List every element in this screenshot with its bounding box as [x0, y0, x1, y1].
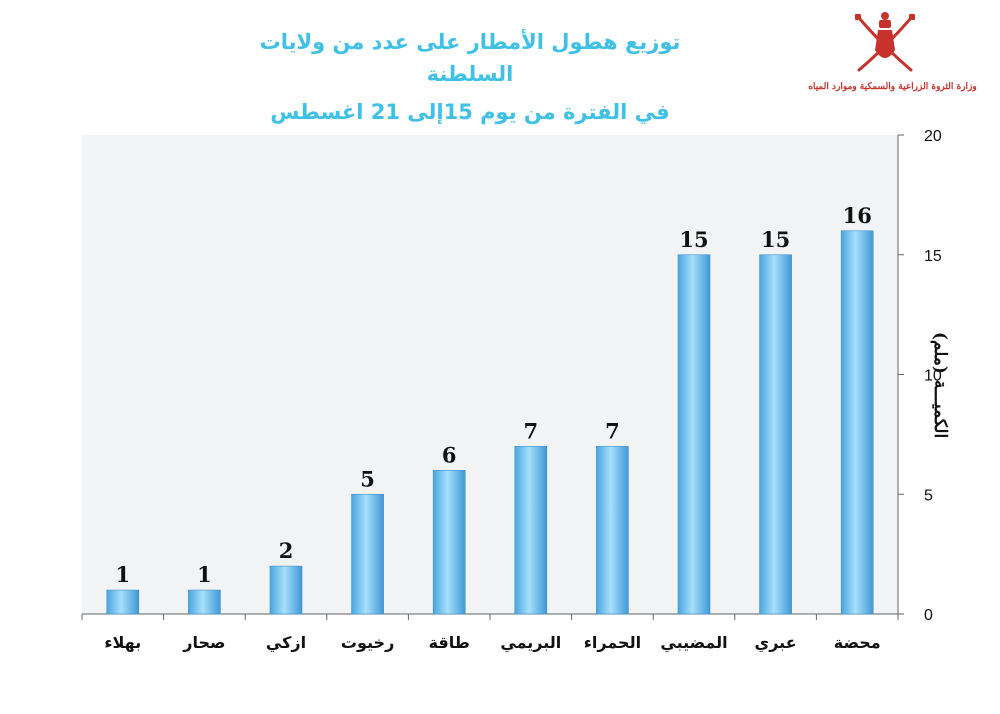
y-tick-label: 15: [924, 248, 942, 265]
bar: [840, 230, 874, 615]
data-label: 1: [197, 562, 212, 587]
data-label: 5: [360, 466, 375, 491]
y-axis-label: الكميـــة (ملم): [930, 331, 950, 439]
bar: [188, 589, 221, 615]
bar: [759, 254, 792, 615]
data-label: 1: [115, 562, 130, 587]
title-line-1: توزيع هطول الأمطار على عدد من ولايات الس…: [259, 30, 681, 86]
category-label: البريمي: [500, 633, 561, 653]
category-label: صحار: [182, 633, 225, 652]
category-label: المضيبي: [660, 633, 727, 653]
y-tick-label: 5: [924, 487, 933, 504]
category-label: محضة: [834, 633, 881, 652]
data-label: 7: [523, 418, 538, 443]
data-label: 15: [761, 227, 790, 252]
bar: [514, 446, 548, 615]
data-label: 7: [605, 418, 620, 443]
bar: [432, 469, 466, 615]
category-label: عبري: [755, 633, 797, 653]
category-label: رخيوت: [341, 633, 394, 652]
category-label: الحمراء: [584, 633, 641, 652]
data-label: 15: [679, 227, 708, 252]
data-label: 2: [279, 538, 294, 563]
bar: [106, 589, 140, 615]
bar: [351, 493, 384, 615]
bar: [677, 254, 711, 615]
bar: [596, 446, 629, 615]
bar: [269, 565, 303, 615]
category-label: طاقة: [429, 633, 470, 652]
data-label: 6: [442, 442, 457, 467]
category-label: بهلاء: [104, 633, 141, 652]
category-label: ازكي: [266, 633, 306, 653]
y-tick-label: 0: [924, 607, 933, 624]
y-tick-label: 10: [924, 368, 942, 385]
ministry-name: وزارة الثروة الزراعية والسمكية وموارد ال…: [808, 82, 977, 92]
oman-emblem-icon: [855, 12, 915, 72]
y-tick-label: 20: [924, 128, 942, 145]
data-label: 16: [843, 203, 872, 228]
